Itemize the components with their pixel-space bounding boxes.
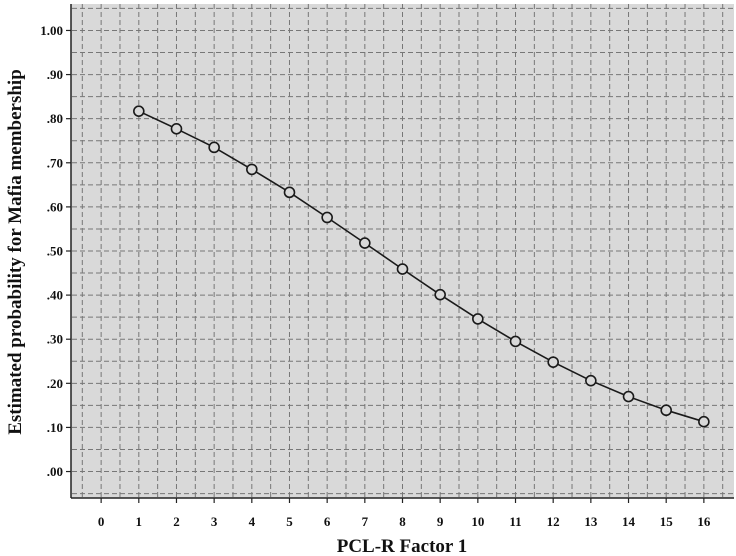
y-tick-label: .40 [47,288,63,303]
x-tick-label: 11 [509,514,521,529]
data-point [622,390,635,403]
data-point [396,263,409,275]
ticks: 0 1 2 3 4 5 6 7 8 9 10 11 12 13 14 15 16.00.10.20.30.40.… [40,23,711,529]
x-axis-title: PCL-R Factor 1 [337,536,468,556]
x-tick-label: 7 [362,514,369,529]
data-point [585,374,597,387]
x-tick-label: 6 [324,514,331,529]
x-tick-label: 8 [399,514,406,529]
y-tick-label: .60 [47,199,63,214]
y-tick-label: .90 [47,67,63,82]
x-tick-label: 1 [136,514,143,529]
y-tick-label: .30 [47,332,63,347]
y-tick-label: .10 [47,420,63,435]
data-point [246,163,258,176]
x-tick-label: 12 [547,514,560,529]
data-point [434,288,446,301]
x-tick-label: 15 [660,514,674,529]
x-tick-label: 5 [286,514,293,529]
data-point [208,141,220,154]
x-tick-label: 10 [471,514,484,529]
data-point [698,415,710,428]
data-point [359,237,371,249]
grid-lines [72,4,734,497]
data-point [509,335,522,348]
x-tick-label: 14 [622,514,636,529]
y-tick-label: 1.00 [40,23,63,38]
data-point [547,356,559,368]
y-tick-label: .80 [47,111,63,126]
series-path [138,110,705,423]
data-point [283,186,296,199]
x-tick-label: 9 [437,514,444,529]
y-axis-title: Estimated probability for Mafia membersh… [5,69,26,435]
series-line [138,110,705,423]
x-tick-label: 0 [98,514,105,529]
data-point [170,123,183,135]
data-point [133,105,145,117]
y-tick-label: .00 [47,464,63,479]
data-point [472,313,484,325]
x-tick-label: 16 [697,514,711,529]
y-tick-label: .70 [47,155,63,170]
x-tick-label: 2 [173,514,180,529]
x-tick-label: 3 [211,514,218,529]
x-tick-label: 4 [249,514,256,529]
data-point [321,211,333,224]
y-tick-label: .50 [47,244,63,259]
x-tick-label: 13 [584,514,598,529]
y-tick-label: .20 [47,376,63,391]
data-points [133,105,710,428]
data-point [660,404,672,417]
